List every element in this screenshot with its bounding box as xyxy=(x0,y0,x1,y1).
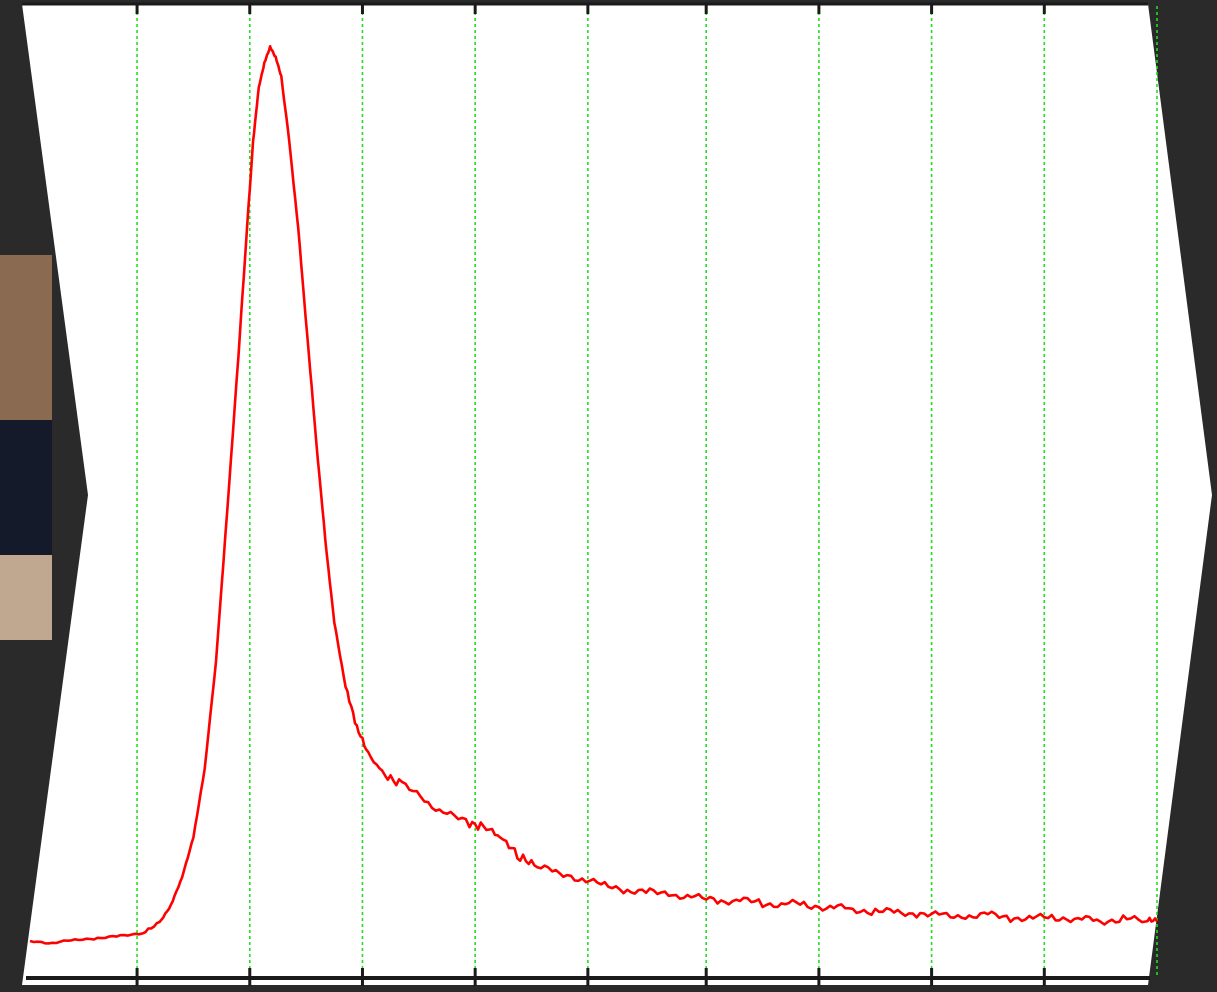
background-photo-fragment xyxy=(0,255,52,640)
photo-fragment-dark xyxy=(0,420,52,560)
plot-panel xyxy=(22,4,1212,985)
x-ticks xyxy=(135,4,1046,986)
photo-fragment-skin xyxy=(0,255,52,430)
series-line xyxy=(29,45,1159,945)
series-group xyxy=(29,45,1159,945)
photo-fragment-light xyxy=(0,555,52,640)
